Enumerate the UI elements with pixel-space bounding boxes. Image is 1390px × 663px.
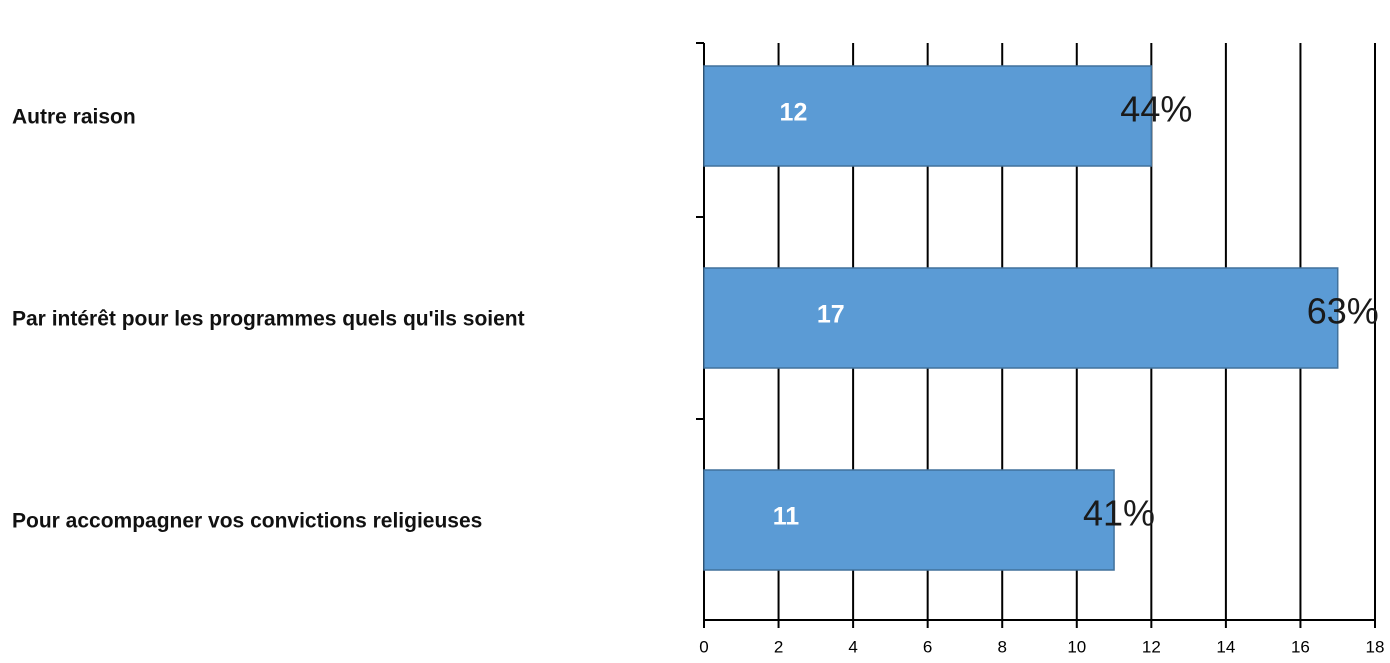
value-label: 11 [773, 503, 800, 531]
value-label: 12 [780, 99, 808, 127]
x-tick-label: 0 [699, 637, 708, 656]
bar [703, 469, 1115, 571]
percent-label: 41% [1083, 493, 1155, 534]
x-tick-label: 12 [1142, 637, 1161, 656]
x-tick-label: 16 [1291, 637, 1310, 656]
x-tick-label: 10 [1067, 637, 1086, 656]
bar [703, 267, 1339, 369]
category-label: Par intérêt pour les programmes quels qu… [12, 308, 525, 331]
category-label: Autre raison [12, 106, 136, 129]
category-label: Pour accompagner vos convictions religie… [12, 510, 482, 533]
bar [703, 65, 1153, 167]
percent-label: 44% [1120, 89, 1192, 130]
value-label: 17 [817, 301, 845, 329]
x-tick-label: 14 [1216, 637, 1235, 656]
x-tick-label: 2 [774, 637, 783, 656]
x-tick-label: 6 [923, 637, 932, 656]
x-tick-label: 8 [997, 637, 1006, 656]
percent-label: 63% [1307, 291, 1379, 332]
x-tick-label: 18 [1366, 637, 1385, 656]
x-tick-label: 4 [848, 637, 857, 656]
